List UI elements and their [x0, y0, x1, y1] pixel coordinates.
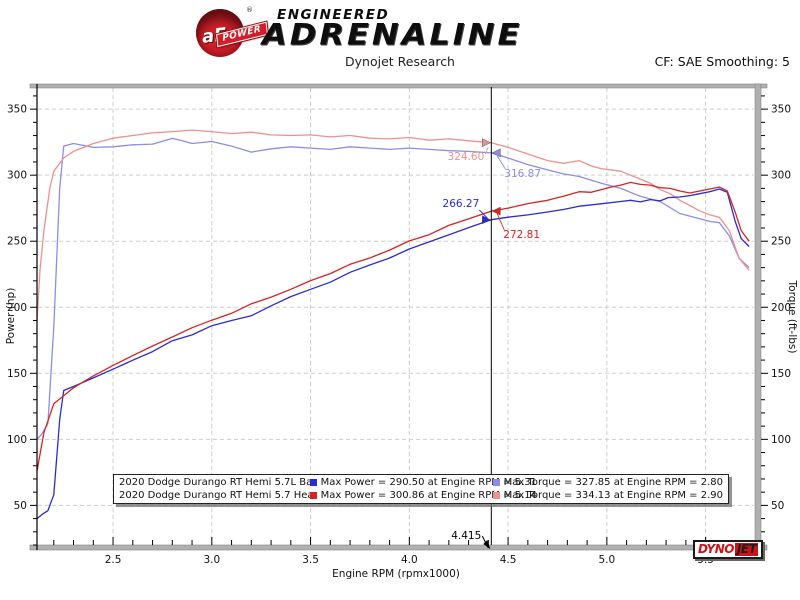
brand-adrenaline-text: ADRENALINE: [262, 17, 523, 52]
legend-row-headers: 2020 Dodge Durango RT Hemi 5.7 Headers_3…: [119, 490, 723, 501]
svg-text:200: 200: [7, 302, 27, 314]
svg-text:350: 350: [7, 104, 27, 116]
svg-text:5.0: 5.0: [599, 554, 616, 566]
legend-power-swatch-headers: [309, 491, 317, 499]
legend-max-power-baseline: Max Power = 290.50 at Engine RPM = 5.31: [320, 477, 537, 489]
legend-max-torque-baseline: Max Torque = 327.85 at Engine RPM = 2.80: [503, 477, 723, 489]
legend-file-headers: 2020 Dodge Durango RT Hemi 5.7 Headers_3…: [119, 489, 310, 501]
dynojet-logo-jet: JET: [734, 542, 759, 556]
cursor-rpm-label: 4.415: [451, 530, 481, 542]
axis-titles: Power (hp) Torque (ft-lbs) Engine RPM (rpm…: [5, 280, 798, 580]
legend-row-baseline: 2020 Dodge Durango RT Hemi 5.7L Baseline…: [119, 477, 723, 488]
dynojet-logo: DYNO JET: [693, 540, 764, 559]
svg-text:4.5: 4.5: [500, 554, 517, 566]
svg-text:100: 100: [771, 434, 791, 446]
correction-factor-label: CF: SAE Smoothing: 5: [654, 54, 790, 69]
cursor-marker-power_baseline: [482, 215, 491, 225]
brand-engineered-text: ENGINEERED: [277, 7, 390, 23]
svg-text:2.5: 2.5: [105, 554, 122, 566]
cursor-readout-torque_baseline: 316.87: [504, 168, 541, 180]
dyno-curves: [36, 129, 750, 520]
legend-max-torque-headers: Max Torque = 334.13 at Engine RPM = 2.90: [503, 489, 723, 501]
chart-gridlines: [38, 88, 754, 544]
svg-text:3.0: 3.0: [203, 554, 220, 566]
curve-torque_baseline: [36, 137, 750, 440]
svg-text:200: 200: [771, 302, 791, 314]
chart-legend: 2020 Dodge Durango RT Hemi 5.7L Baseline…: [113, 474, 729, 504]
chart-subtitle: Dynojet Research: [345, 54, 455, 69]
svg-text:150: 150: [7, 368, 27, 380]
svg-text:250: 250: [7, 236, 27, 248]
power-axis-title: Power (hp): [5, 288, 17, 345]
cursor-rpm-arrowhead: [483, 540, 491, 549]
svg-text:4.0: 4.0: [401, 554, 418, 566]
svg-text:50: 50: [14, 500, 27, 512]
svg-text:300: 300: [7, 170, 27, 182]
svg-text:150: 150: [771, 368, 791, 380]
registered-mark: ®: [246, 6, 253, 14]
svg-text:50: 50: [771, 500, 784, 512]
svg-text:3.5: 3.5: [302, 554, 319, 566]
svg-text:350: 350: [771, 104, 791, 116]
legend-file-baseline: 2020 Dodge Durango RT Hemi 5.7L Baseline…: [119, 477, 310, 489]
legend-torque-swatch-baseline: [492, 479, 500, 487]
dynojet-logo-dyno: DYNO: [698, 542, 734, 556]
cursor-marker-torque_headers: [482, 138, 491, 148]
svg-text:100: 100: [7, 434, 27, 446]
torque-axis-title: Torque (ft-lbs): [786, 280, 798, 354]
axis-tick-labels: 50 50 100 100 150 150 200 200 250 250 300 300 350 350…: [7, 104, 791, 566]
cursor-marker-power_headers: [491, 206, 501, 216]
curve-power_headers: [36, 181, 750, 472]
cursor-readout-power_baseline: 266.27: [443, 198, 480, 210]
cursor-marker-torque_baseline: [491, 148, 501, 158]
legend-torque-swatch-headers: [492, 491, 500, 499]
cursor-readout-power_headers: 272.81: [503, 229, 540, 241]
svg-text:300: 300: [771, 170, 791, 182]
svg-text:250: 250: [771, 236, 791, 248]
rpm-axis-title: Engine RPM (rpmx1000): [332, 568, 460, 580]
curve-power_baseline: [36, 188, 750, 520]
curve-torque_headers: [36, 129, 750, 321]
legend-power-swatch-baseline: [309, 479, 317, 487]
legend-max-power-headers: Max Power = 300.86 at Engine RPM = 5.14: [320, 489, 537, 501]
cursor-group: 324.60 316.87 266.27 272.81 4.415: [443, 87, 541, 549]
cursor-readout-torque_headers: 324.60: [448, 151, 485, 163]
